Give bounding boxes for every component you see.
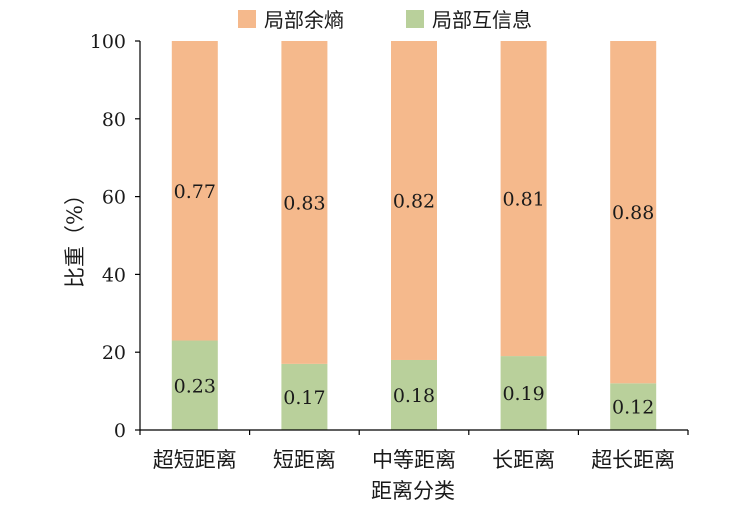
data-label: 0.18 [393, 385, 435, 407]
y-axis-title: 比重（%） [63, 184, 87, 288]
bar-segment [391, 359, 437, 430]
x-category-label: 超短距离 [153, 448, 237, 472]
bar-segment [281, 363, 328, 430]
x-category-label: 短距离 [273, 448, 336, 472]
data-label: 0.17 [283, 387, 325, 409]
data-label: 0.77 [174, 181, 216, 203]
y-tick-label: 40 [102, 264, 126, 286]
legend: 局部余熵 局部互信息 [238, 8, 532, 32]
x-category-label: 长距离 [492, 448, 555, 472]
legend-swatch [406, 10, 424, 28]
axes-group: 0 20 40 60 80 100 超短距离 短距离 中等距离 长距离 超长距离 [90, 31, 689, 472]
bars-group: 0.23 0.77 0.17 0.83 0.18 0.82 0.19 0.81 0.12 0.88 [171, 41, 657, 430]
x-axis-title: 距离分类 [371, 479, 455, 503]
bar-segment [391, 41, 437, 360]
y-tick-label: 20 [102, 342, 126, 364]
data-label: 0.19 [502, 383, 544, 405]
y-tick-label: 100 [90, 31, 126, 53]
y-tick-label: 80 [102, 109, 126, 131]
data-label: 0.83 [283, 192, 325, 214]
bar-segment [171, 340, 218, 430]
data-label: 0.88 [612, 202, 654, 224]
data-label: 0.82 [393, 190, 435, 212]
bar-segment [610, 383, 657, 430]
legend-label: 局部余熵 [264, 8, 344, 32]
data-label: 0.12 [612, 397, 654, 419]
bar-segment [610, 41, 657, 384]
y-tick-label: 0 [114, 420, 126, 442]
bar-segment [500, 41, 547, 357]
data-label: 0.23 [174, 375, 216, 397]
bar-segment [500, 356, 547, 430]
bar-segment [171, 41, 218, 341]
legend-swatch [238, 10, 256, 28]
x-category-label: 中等距离 [372, 448, 456, 472]
y-tick-label: 60 [102, 187, 126, 209]
data-label: 0.81 [502, 189, 544, 211]
legend-label: 局部互信息 [432, 8, 532, 32]
x-category-label: 超长距离 [591, 448, 675, 472]
bar-segment [281, 41, 328, 364]
